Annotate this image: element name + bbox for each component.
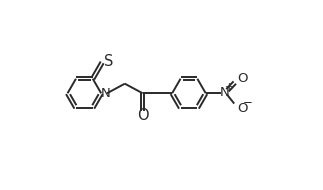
Text: O: O bbox=[237, 72, 247, 85]
Text: O: O bbox=[137, 108, 149, 123]
Text: O: O bbox=[237, 101, 247, 115]
Text: −: − bbox=[243, 96, 253, 109]
Text: N: N bbox=[220, 86, 229, 99]
Text: S: S bbox=[104, 54, 113, 69]
Text: +: + bbox=[225, 82, 234, 93]
Text: N: N bbox=[100, 87, 110, 100]
